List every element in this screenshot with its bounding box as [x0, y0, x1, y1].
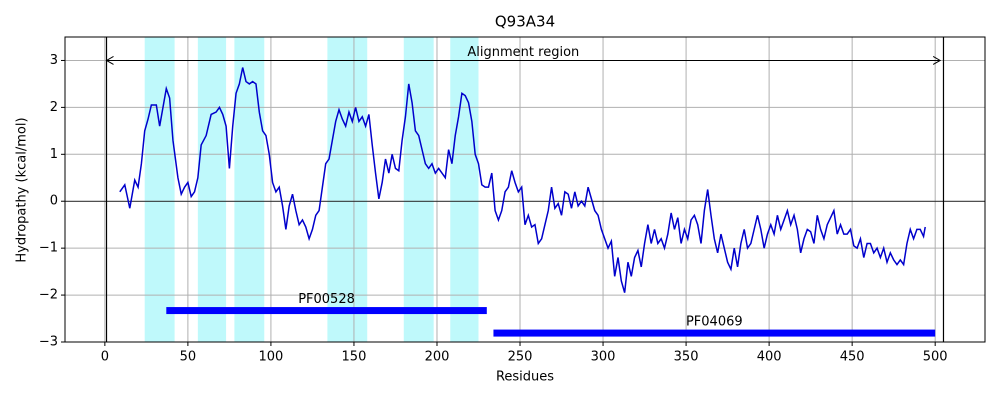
- arrow-head: [105, 56, 114, 65]
- x-tick-label: 100: [259, 350, 284, 365]
- span: [144, 37, 175, 342]
- y-tick-label: −1: [39, 241, 58, 256]
- domain-label: PF04069: [686, 315, 743, 330]
- y-tick-label: 0: [50, 194, 58, 209]
- y-tick-label: 2: [50, 100, 58, 115]
- x-tick-label: 350: [674, 350, 699, 365]
- y-tick-label: −3: [39, 335, 58, 350]
- x-tick-label: 150: [342, 350, 367, 365]
- chart-title: Q93A34: [495, 13, 555, 31]
- domain-label: PF00528: [298, 292, 355, 307]
- x-axis-label: Residues: [496, 370, 554, 385]
- y-tick-label: −2: [39, 288, 58, 303]
- span: [403, 37, 434, 342]
- span: [197, 37, 227, 342]
- x-tick-label: 500: [923, 350, 948, 365]
- y-tick-label: 3: [50, 53, 58, 68]
- y-axis-label: Hydropathy (kcal/mol): [15, 117, 30, 262]
- span: [327, 37, 368, 342]
- x-tick-label: 400: [757, 350, 782, 365]
- y-tick-label: 1: [50, 147, 58, 162]
- hydropathy-line: [119, 67, 926, 293]
- plot-frame: [64, 36, 986, 343]
- x-tick-label: 250: [508, 350, 533, 365]
- x-tick-label: 450: [840, 350, 865, 365]
- x-tick-label: 300: [591, 350, 616, 365]
- span: [450, 37, 479, 342]
- x-tick-label: 50: [180, 350, 197, 365]
- span: [234, 37, 265, 342]
- domain-bar: [493, 329, 936, 337]
- x-tick-label: 0: [101, 350, 109, 365]
- domain-bar: [166, 307, 487, 315]
- x-tick-label: 200: [425, 350, 450, 365]
- arrow-head: [932, 56, 942, 65]
- region-label: Alignment region: [467, 45, 579, 60]
